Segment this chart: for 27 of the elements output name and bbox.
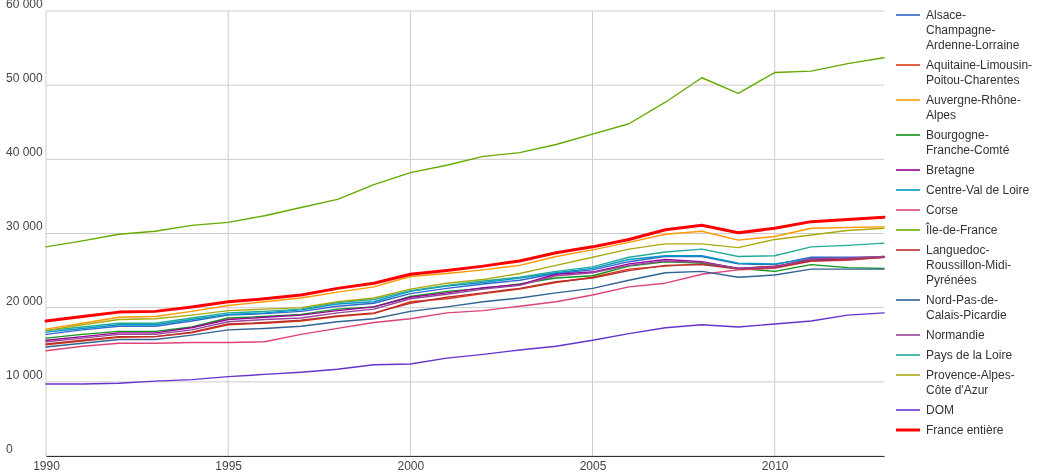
legend-label: Nord-Pas-de-Calais-Picardie [926,293,1008,322]
x-tick-label: 2005 [579,458,607,473]
legend-label: Languedoc-Roussillon-Midi-Pyrénées [926,243,1012,287]
y-tick-label: 0 [6,441,13,456]
y-tick-label: 10 000 [6,367,44,382]
legend-label: Bourgogne-Franche-Comté [926,128,1010,157]
x-tick-label: 2010 [761,458,789,473]
legend-label: Aquitaine-Limousin-Poitou-Charentes [926,58,1033,87]
y-tick-label: 60 000 [6,0,44,11]
legend-label: Bretagne [926,163,976,177]
x-tick-label: 1995 [215,458,243,473]
legend-label: Île-de-France [925,222,998,237]
legend-label: Centre-Val de Loire [926,183,1030,197]
legend-label: Alsace-Champagne-Ardenne-Lorraine [926,8,1020,52]
legend-label: Provence-Alpes-Côte d'Azur [926,368,1015,397]
x-tick-label: 2000 [397,458,425,473]
legend-label: Normandie [926,328,986,342]
x-tick-label: 1990 [33,458,61,473]
legend-label: Corse [926,203,959,217]
legend-label: Pays de la Loire [926,348,1013,362]
y-tick-label: 30 000 [6,219,44,234]
legend-label: France entière [926,423,1004,437]
legend-label: Auvergne-Rhône-Alpes [926,93,1021,122]
y-tick-label: 40 000 [6,145,44,160]
y-tick-label: 20 000 [6,293,44,308]
legend-label: DOM [926,403,954,417]
y-tick-label: 50 000 [6,71,44,86]
